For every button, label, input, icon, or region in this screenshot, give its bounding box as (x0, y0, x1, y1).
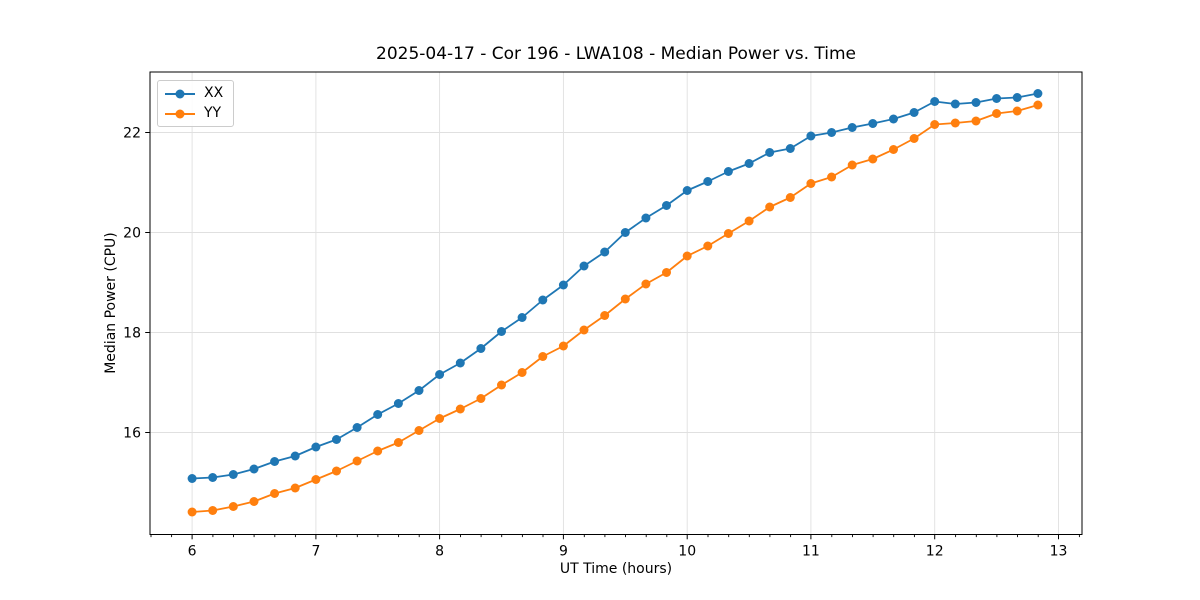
series-xx (187, 89, 1043, 483)
legend-item-yy: YY (165, 105, 223, 122)
svg-text:22: 22 (123, 125, 141, 141)
legend-marker-xx-icon (165, 88, 195, 99)
svg-text:12: 12 (926, 544, 944, 560)
svg-text:18: 18 (123, 325, 141, 341)
x-axis-label: UT Time (hours) (559, 561, 673, 577)
svg-text:8: 8 (435, 544, 444, 560)
svg-text:7: 7 (311, 544, 320, 560)
chart-title: 2025-04-17 - Cor 196 - LWA108 - Median P… (376, 44, 856, 64)
svg-text:10: 10 (678, 544, 696, 560)
svg-text:9: 9 (559, 544, 568, 560)
legend-label-xx: XX (204, 85, 224, 101)
legend-item-xx: XX (165, 85, 223, 102)
svg-text:13: 13 (1050, 544, 1068, 560)
legend-label-yy: YY (204, 105, 222, 121)
legend-marker-yy-icon (165, 108, 195, 119)
plot-frame (149, 71, 1083, 535)
svg-text:6: 6 (188, 544, 197, 560)
y-axis-ticks: 16 18 20 22 (123, 125, 150, 441)
svg-text:20: 20 (123, 225, 141, 241)
x-axis-ticks: 6 7 8 9 10 11 12 13 (188, 534, 1068, 560)
y-axis-label: Median Power (CPU) (103, 232, 119, 374)
series-yy (187, 100, 1043, 517)
svg-text:11: 11 (802, 544, 820, 560)
legend: XX YY (157, 80, 235, 127)
grid (150, 72, 1082, 535)
x-minor-ticks (150, 534, 1080, 538)
svg-text:16: 16 (123, 425, 141, 441)
